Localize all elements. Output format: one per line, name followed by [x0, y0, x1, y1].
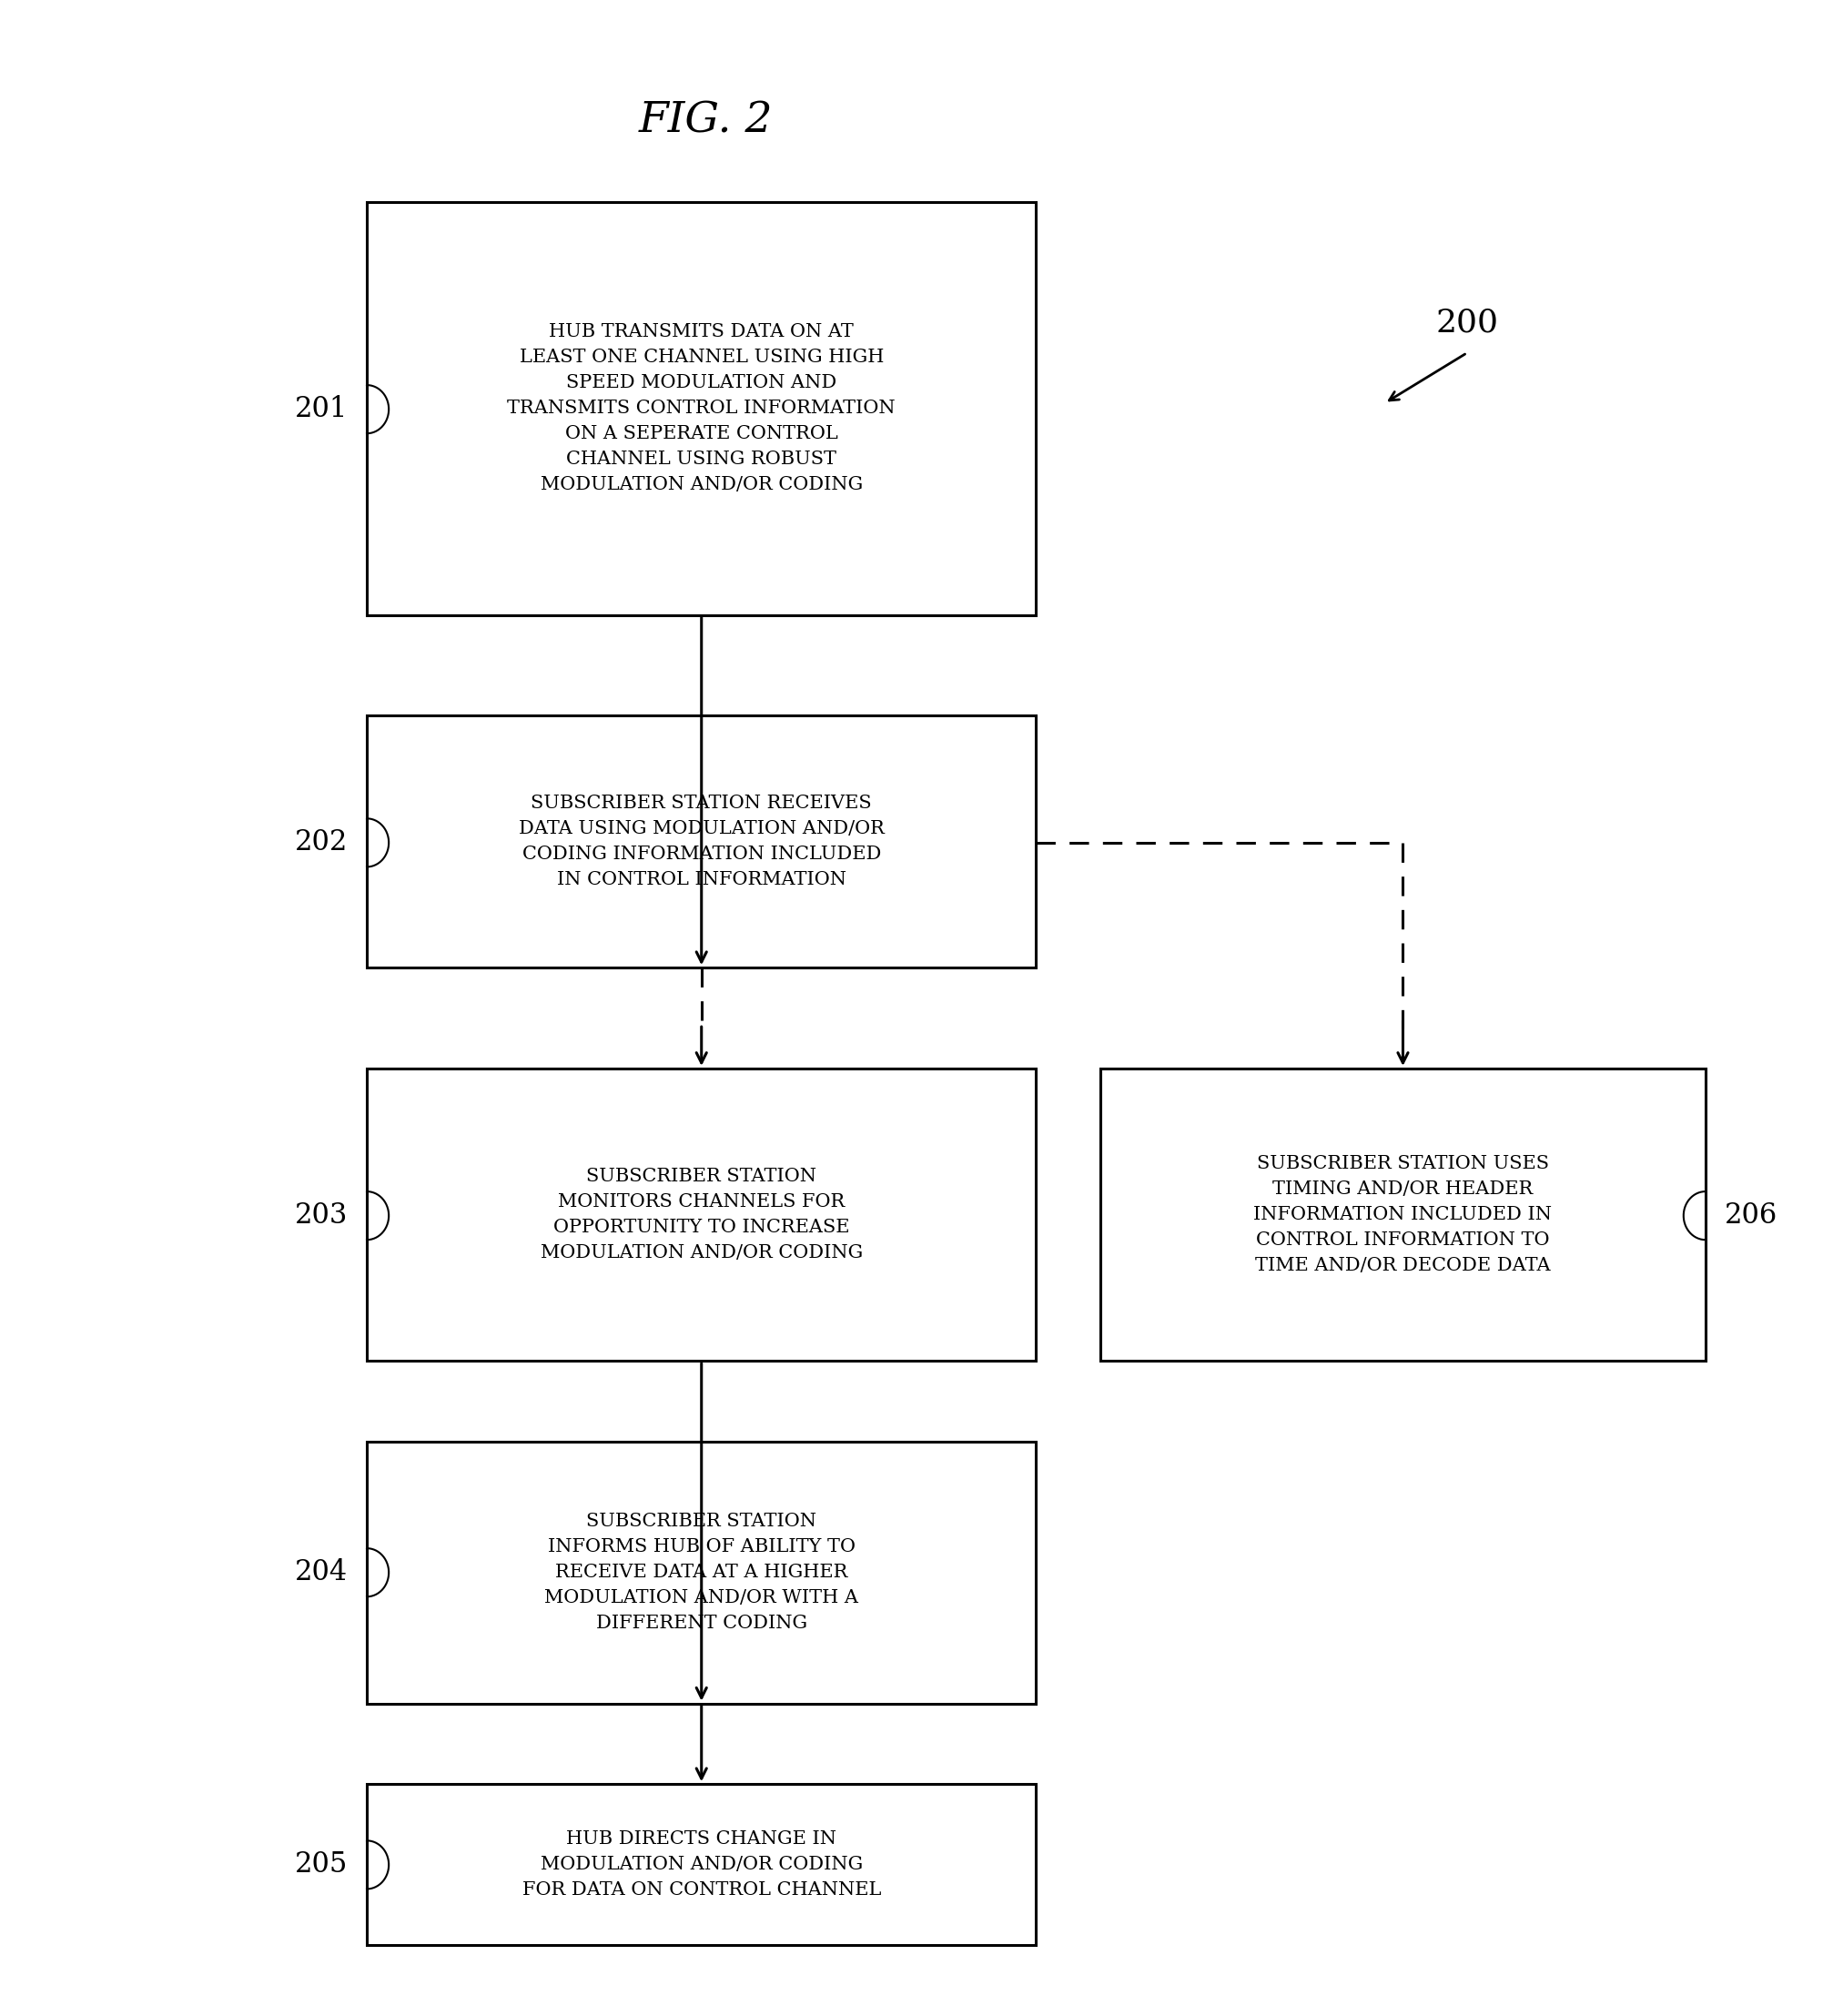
Text: 200: 200	[1435, 306, 1498, 339]
Text: SUBSCRIBER STATION RECEIVES
DATA USING MODULATION AND/OR
CODING INFORMATION INCL: SUBSCRIBER STATION RECEIVES DATA USING M…	[519, 794, 884, 889]
Bar	[367, 1068, 1036, 1361]
Bar	[367, 202, 1036, 615]
Text: 203: 203	[295, 1202, 346, 1230]
Text: HUB TRANSMITS DATA ON AT
LEAST ONE CHANNEL USING HIGH
SPEED MODULATION AND
TRANS: HUB TRANSMITS DATA ON AT LEAST ONE CHANN…	[508, 323, 895, 494]
Text: 205: 205	[295, 1851, 346, 1879]
Text: 202: 202	[295, 829, 346, 857]
Bar	[367, 1784, 1036, 1945]
Text: SUBSCRIBER STATION
MONITORS CHANNELS FOR
OPPORTUNITY TO INCREASE
MODULATION AND/: SUBSCRIBER STATION MONITORS CHANNELS FOR…	[541, 1167, 862, 1262]
Text: 201: 201	[295, 395, 346, 423]
Text: SUBSCRIBER STATION
INFORMS HUB OF ABILITY TO
RECEIVE DATA AT A HIGHER
MODULATION: SUBSCRIBER STATION INFORMS HUB OF ABILIT…	[544, 1512, 858, 1633]
Text: 206: 206	[1725, 1202, 1776, 1230]
Text: FIG. 2: FIG. 2	[638, 101, 774, 141]
Bar	[1100, 1068, 1705, 1361]
Text: HUB DIRECTS CHANGE IN
MODULATION AND/OR CODING
FOR DATA ON CONTROL CHANNEL: HUB DIRECTS CHANGE IN MODULATION AND/OR …	[522, 1831, 880, 1899]
Text: 204: 204	[295, 1558, 346, 1587]
Bar	[367, 716, 1036, 968]
Bar	[367, 1441, 1036, 1704]
Text: SUBSCRIBER STATION USES
TIMING AND/OR HEADER
INFORMATION INCLUDED IN
CONTROL INF: SUBSCRIBER STATION USES TIMING AND/OR HE…	[1254, 1155, 1551, 1274]
